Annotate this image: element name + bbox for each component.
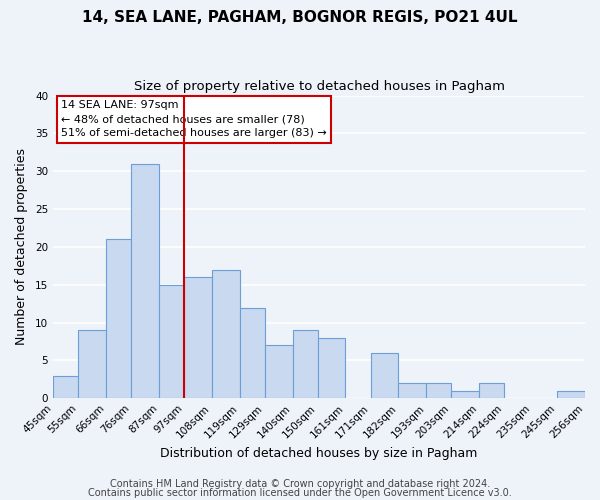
Bar: [159, 285, 184, 399]
Bar: [557, 391, 585, 398]
Bar: [106, 240, 131, 398]
Text: Contains public sector information licensed under the Open Government Licence v3: Contains public sector information licen…: [88, 488, 512, 498]
Title: Size of property relative to detached houses in Pagham: Size of property relative to detached ho…: [134, 80, 505, 93]
Bar: [479, 383, 505, 398]
Bar: [53, 376, 78, 398]
Bar: [293, 330, 318, 398]
Bar: [78, 330, 106, 398]
Bar: [265, 346, 293, 399]
X-axis label: Distribution of detached houses by size in Pagham: Distribution of detached houses by size …: [160, 447, 478, 460]
Bar: [131, 164, 159, 398]
Bar: [184, 277, 212, 398]
Bar: [426, 383, 451, 398]
Bar: [451, 391, 479, 398]
Text: Contains HM Land Registry data © Crown copyright and database right 2024.: Contains HM Land Registry data © Crown c…: [110, 479, 490, 489]
Bar: [318, 338, 346, 398]
Text: 14 SEA LANE: 97sqm
← 48% of detached houses are smaller (78)
51% of semi-detache: 14 SEA LANE: 97sqm ← 48% of detached hou…: [61, 100, 327, 138]
Text: 14, SEA LANE, PAGHAM, BOGNOR REGIS, PO21 4UL: 14, SEA LANE, PAGHAM, BOGNOR REGIS, PO21…: [82, 10, 518, 25]
Bar: [239, 308, 265, 398]
Bar: [212, 270, 239, 398]
Bar: [398, 383, 426, 398]
Y-axis label: Number of detached properties: Number of detached properties: [15, 148, 28, 346]
Bar: [371, 353, 398, 399]
